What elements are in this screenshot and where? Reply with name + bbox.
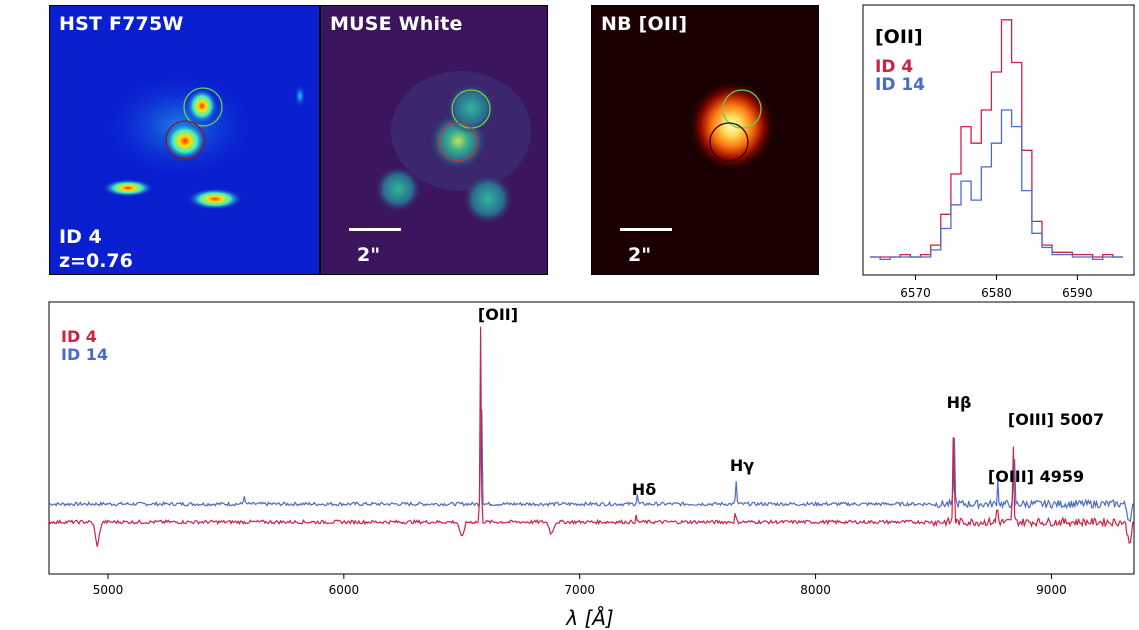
annotation-label: Hδ [632, 480, 656, 499]
full-spectrum-chart: ID 4 ID 14 5000 6000 7000 8000 9000 [OII] Hδ H… [48, 301, 1135, 630]
annotation-label: [OII] [478, 305, 518, 324]
annotation-label: Hβ [947, 393, 972, 412]
series-line-id14 [869, 109, 1123, 261]
x-tick-label: 6000 [329, 583, 360, 597]
redshift-label: z=0.76 [59, 250, 133, 272]
series-lines [869, 19, 1123, 261]
line-annotations: [OII] Hδ Hγ Hβ [OIII] 4959 [OIII] 5007 [478, 305, 1104, 499]
hst-image-panel: HST F775W ID 4 z=0.76 [49, 5, 320, 275]
legend-id4: ID 4 [61, 327, 97, 346]
series-line-id14 [48, 409, 1135, 523]
series-line-id4 [48, 326, 1135, 547]
scale-bar-label: 2" [357, 244, 381, 266]
x-tick-label: 7000 [564, 583, 595, 597]
red-aperture-circle [165, 120, 205, 160]
muse-title: MUSE White [330, 13, 463, 35]
x-tick-label: 5000 [93, 583, 124, 597]
plot-frame [862, 4, 1135, 276]
oii-zoom-chart: [OII] ID 4 ID 14 6570 6580 6590 [862, 4, 1135, 300]
x-axis-ticks: 6570 6580 6590 [900, 275, 1093, 300]
annotation-label: [OIII] 5007 [1008, 410, 1104, 429]
nb-title: NB [OII] [601, 13, 688, 35]
legend-id14: ID 14 [875, 75, 925, 95]
legend-id14: ID 14 [61, 345, 108, 364]
x-tick-label: 8000 [800, 583, 831, 597]
legend-id4: ID 4 [875, 57, 913, 77]
x-axis-label: λ [Å] [565, 606, 613, 630]
series-line-id4 [869, 19, 1123, 258]
red-aperture-circle [709, 122, 749, 162]
chart-title: [OII] [875, 26, 923, 48]
hst-title: HST F775W [59, 13, 184, 35]
x-tick-label: 6570 [900, 286, 931, 300]
annotation-label: [OIII] 4959 [988, 467, 1084, 486]
scale-bar [349, 228, 401, 231]
red-aperture-circle [438, 122, 478, 162]
hst-image [100, 71, 306, 210]
plot-frame [48, 301, 1135, 575]
x-axis-ticks: 5000 6000 7000 8000 9000 [93, 574, 1067, 597]
x-tick-label: 6580 [981, 286, 1012, 300]
x-tick-label: 9000 [1036, 583, 1067, 597]
object-id-label: ID 4 [59, 226, 102, 248]
annotation-label: Hγ [730, 456, 754, 475]
x-tick-label: 6590 [1062, 286, 1093, 300]
series-lines [48, 326, 1135, 547]
muse-image [374, 71, 531, 225]
green-aperture-circle [183, 87, 223, 127]
nb-oii-image-panel: NB [OII] 2" [591, 5, 819, 275]
muse-image-panel: MUSE White 2" [320, 5, 548, 275]
scale-bar [620, 228, 672, 231]
nb-oii-image [688, 80, 776, 172]
scale-bar-label: 2" [628, 244, 652, 266]
